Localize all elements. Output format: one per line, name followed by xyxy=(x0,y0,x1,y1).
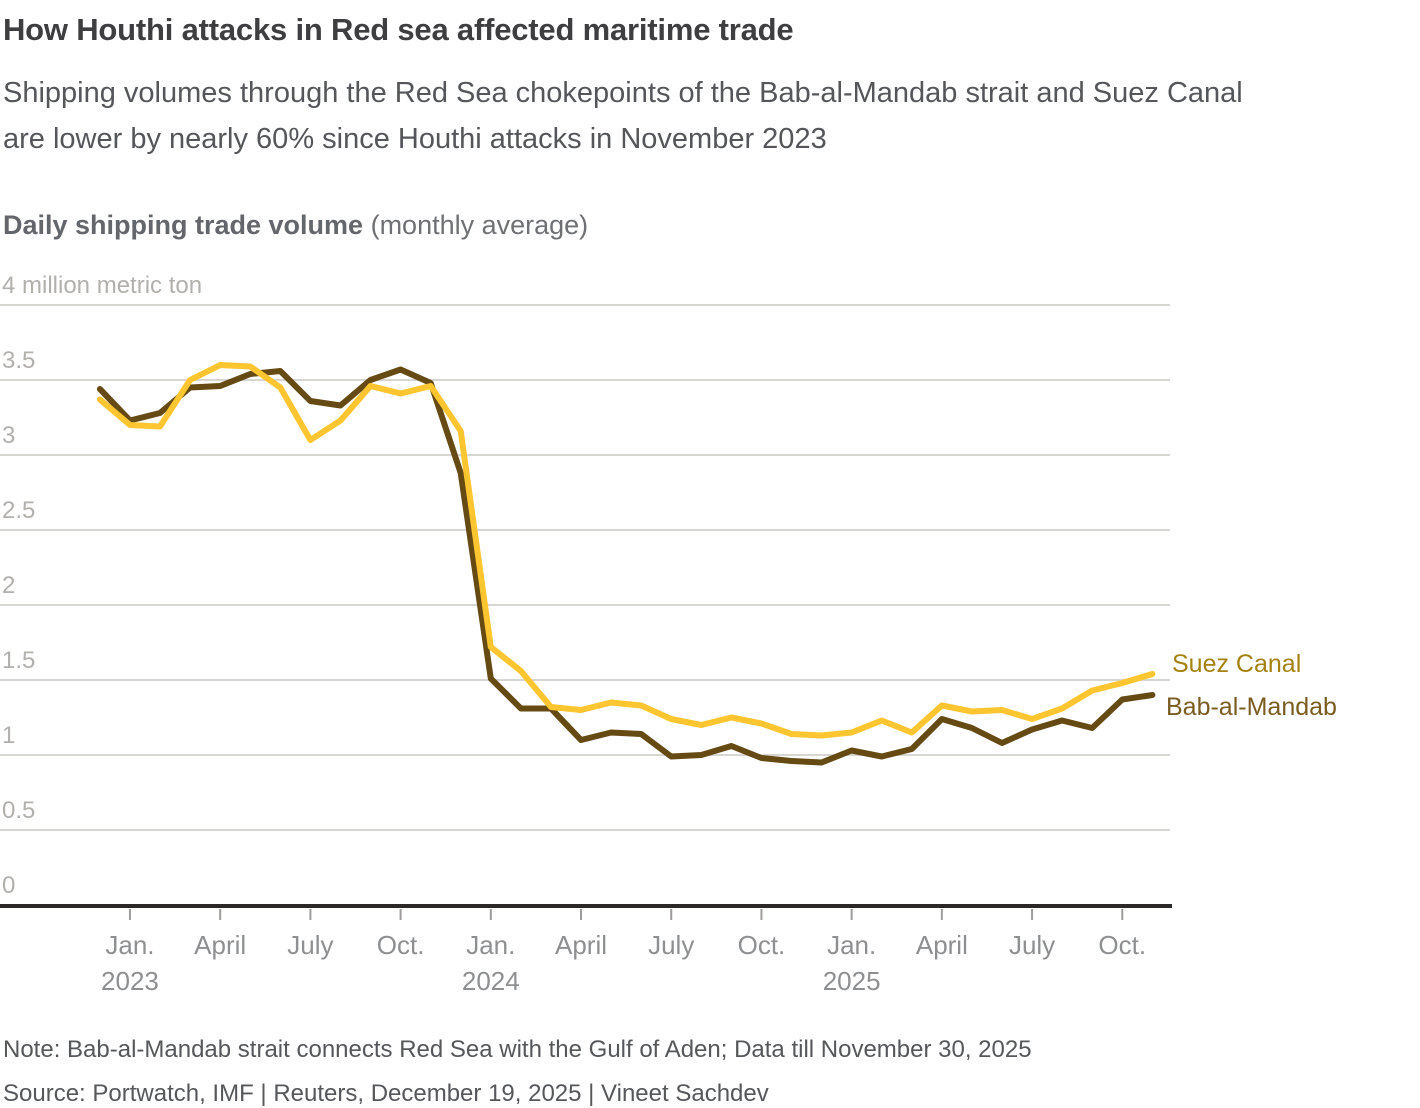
x-axis-label: July xyxy=(287,930,334,960)
x-axis-label: Jan. xyxy=(827,930,877,960)
chart-heading-bold: Daily shipping trade volume xyxy=(3,210,364,240)
x-axis-label: Jan. xyxy=(105,930,155,960)
y-axis-label: 4 million metric ton xyxy=(2,272,203,299)
y-axis-label: 1.5 xyxy=(2,647,36,674)
x-axis-label: April xyxy=(194,930,247,960)
x-axis-year-label: 2025 xyxy=(822,966,881,996)
y-axis-label: 2 xyxy=(2,572,16,599)
x-axis-label: April xyxy=(915,930,968,960)
y-axis-label: 1 xyxy=(2,722,16,749)
x-axis-label: April xyxy=(555,930,608,960)
subtitle: Shipping volumes through the Red Sea cho… xyxy=(3,70,1243,162)
legend-bab-al-mandab-label: Bab-al-Mandab xyxy=(1166,693,1337,721)
y-axis-label: 0 xyxy=(2,872,16,899)
y-axis-label: 0.5 xyxy=(2,797,36,824)
x-axis-year-label: 2024 xyxy=(461,966,520,996)
chart-heading: Daily shipping trade volume (monthly ave… xyxy=(3,210,588,241)
x-axis-label: Oct. xyxy=(376,930,425,960)
chart-heading-normal: (monthly average) xyxy=(363,210,589,240)
page-title: How Houthi attacks in Red sea affected m… xyxy=(3,12,794,47)
x-axis-label: Oct. xyxy=(1098,930,1147,960)
x-axis-label: July xyxy=(648,930,695,960)
series-line-suez-canal xyxy=(96,362,1156,739)
subtitle-line-2: are lower by nearly 60% since Houthi att… xyxy=(3,123,827,155)
y-axis-label: 3.5 xyxy=(2,347,36,374)
subtitle-line-1: Shipping volumes through the Red Sea cho… xyxy=(3,77,1243,109)
footer-note: Note: Bab-al-Mandab strait connects Red … xyxy=(3,1036,1032,1063)
x-axis-year-label: 2023 xyxy=(101,966,159,996)
x-axis-label: July xyxy=(1008,930,1056,960)
y-axis-label: 2.5 xyxy=(2,497,36,524)
legend-suez-canal-label: Suez Canal xyxy=(1172,650,1302,678)
x-axis-label: Oct. xyxy=(737,930,786,960)
series-line-bab-al-mandab xyxy=(96,366,1156,766)
footer-source: Source: Portwatch, IMF | Reuters, Decemb… xyxy=(3,1080,769,1107)
x-axis-label: Jan. xyxy=(466,930,516,960)
y-axis-label: 3 xyxy=(2,422,16,449)
